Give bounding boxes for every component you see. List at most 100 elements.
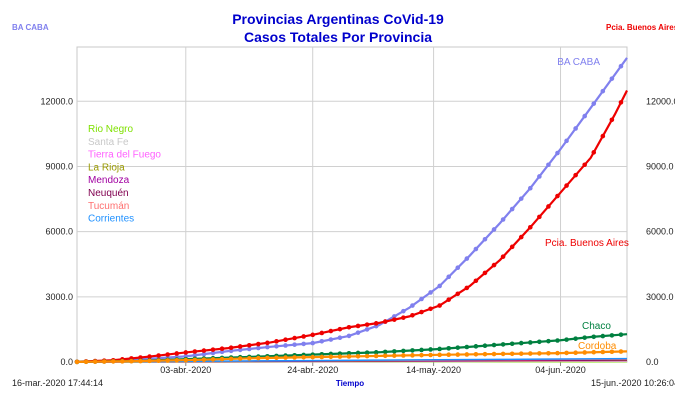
series-point	[355, 350, 361, 356]
series-point	[419, 296, 424, 302]
series-point	[246, 342, 252, 348]
series-point	[564, 350, 569, 356]
series-point	[401, 353, 406, 358]
series-point	[355, 353, 361, 359]
series-point	[491, 227, 497, 232]
series-label: Cordoba	[578, 341, 617, 352]
series-point	[491, 262, 497, 268]
series-point	[210, 350, 216, 356]
y-tick-label-left: 6000.0	[45, 227, 73, 237]
series-point	[382, 349, 388, 355]
series-point	[210, 357, 216, 362]
y-tick-label-left: 12000.0	[40, 96, 73, 106]
series-point	[500, 342, 506, 347]
series-point	[573, 336, 578, 341]
series-point	[582, 350, 587, 355]
left-corner-label: BA CABA	[12, 23, 49, 32]
series-point	[165, 358, 170, 363]
series-point	[401, 348, 406, 354]
series-point	[500, 351, 506, 357]
series-point	[328, 337, 334, 342]
series-point	[437, 346, 442, 352]
series-point	[319, 330, 325, 336]
series-point	[219, 346, 225, 352]
series-point	[346, 333, 352, 339]
series-point	[464, 285, 470, 291]
series-point	[274, 343, 279, 349]
series-point	[455, 345, 461, 350]
series-point	[482, 343, 488, 349]
series-point	[292, 335, 297, 341]
series-point	[555, 350, 560, 356]
series-point	[373, 321, 379, 326]
series-point	[310, 332, 316, 338]
series-point	[101, 359, 107, 364]
series-point	[473, 246, 479, 252]
series-point	[518, 340, 524, 346]
series-point	[373, 353, 379, 359]
series-point	[174, 357, 180, 363]
legend-item: Tierra del Fuego	[88, 150, 161, 161]
series-point	[201, 351, 207, 357]
series-point	[509, 341, 515, 347]
series-point	[138, 358, 143, 364]
series-point	[74, 359, 80, 365]
series-point	[437, 283, 442, 289]
series-point	[564, 337, 569, 342]
legend-item: Rio Negro	[88, 124, 133, 135]
y-tick-label-left: 3000.0	[45, 292, 73, 302]
x-tick-label: 03-abr.-2020	[160, 365, 211, 375]
series-point	[518, 196, 524, 201]
series-point	[219, 349, 225, 355]
series-point	[228, 356, 234, 362]
series-point	[355, 330, 361, 335]
series-point	[355, 323, 361, 329]
legend-item: Santa Fe	[88, 137, 129, 148]
series-point	[210, 347, 216, 352]
series-point	[401, 308, 406, 314]
series-point	[237, 344, 243, 349]
right-corner-label: Pcia. Buenos Aires	[606, 23, 675, 32]
series-point	[392, 314, 397, 319]
series-point	[256, 345, 261, 351]
series-point	[364, 327, 370, 332]
series-point	[192, 357, 198, 363]
series-point	[165, 352, 170, 357]
chart-subtitle: Casos Totales Por Provincia	[244, 29, 432, 45]
series-point	[428, 290, 433, 295]
y-tick-label-right: 9000.0	[646, 161, 674, 171]
series-point	[346, 354, 352, 359]
series-point	[609, 117, 615, 123]
series-point	[500, 217, 506, 222]
series-point	[618, 63, 624, 69]
series-point	[283, 337, 288, 343]
series-point	[274, 355, 279, 361]
series-point	[591, 334, 597, 340]
series-label: Pcia. Buenos Aires	[545, 238, 629, 249]
series-point	[83, 359, 89, 365]
series-point	[527, 185, 533, 191]
series-point	[600, 349, 606, 355]
series-point	[537, 351, 542, 356]
series-point	[600, 88, 606, 94]
series-point	[419, 309, 424, 315]
series-point	[310, 354, 316, 360]
series-point	[183, 350, 189, 355]
series-point	[464, 344, 470, 350]
series-point	[546, 338, 551, 344]
series-point	[546, 350, 551, 356]
series-point	[256, 341, 261, 347]
series-point	[301, 341, 306, 347]
series-point	[428, 347, 433, 352]
y-tick-label-right: 12000.0	[646, 96, 675, 106]
series-point	[446, 297, 452, 302]
series-point	[618, 332, 624, 337]
series-point	[518, 351, 524, 356]
series-point	[537, 214, 542, 220]
series-point	[328, 328, 334, 334]
series-point	[600, 133, 606, 139]
series-point	[564, 138, 569, 144]
series-point	[265, 340, 270, 346]
